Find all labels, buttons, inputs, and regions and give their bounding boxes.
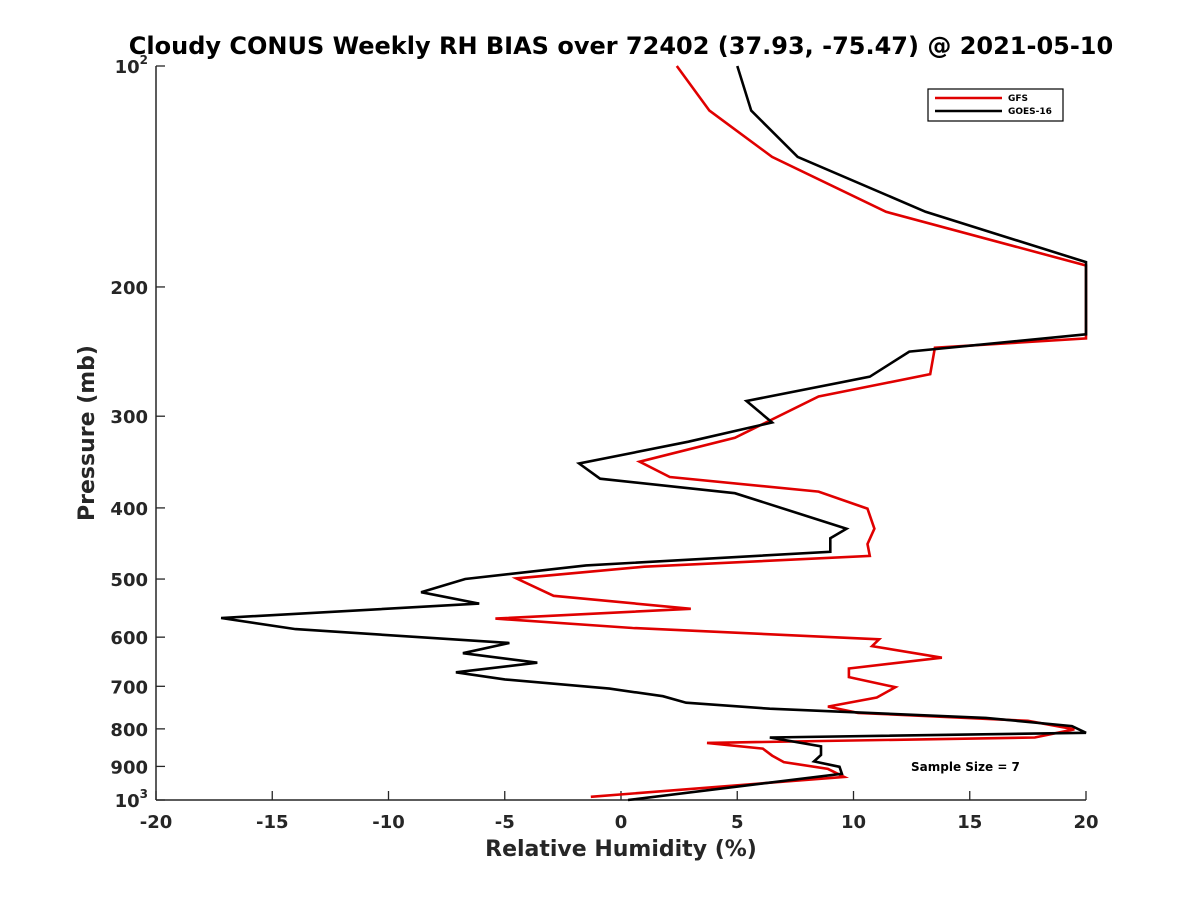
x-tick-label: 20 bbox=[1073, 812, 1098, 833]
legend-box bbox=[927, 88, 1064, 122]
x-axis: -20 -15 -10 -5 0 5 10 15 20 bbox=[140, 791, 1099, 833]
x-tick-label: 0 bbox=[615, 812, 628, 833]
series-line-goes-16 bbox=[220, 65, 1088, 802]
sample-size-annotation: Sample Size = 7 bbox=[911, 760, 1020, 774]
y-tick-label: 103 bbox=[115, 787, 148, 812]
y-tick-label: 600 bbox=[110, 628, 148, 649]
x-tick-label: -10 bbox=[372, 812, 405, 833]
x-tick-label: -20 bbox=[140, 812, 173, 833]
x-tick-label: 5 bbox=[731, 812, 744, 833]
x-axis-label: Relative Humidity (%) bbox=[485, 837, 757, 862]
y-tick-label: 500 bbox=[110, 570, 148, 591]
y-tick-label: 102 bbox=[115, 53, 148, 78]
x-tick-label: -15 bbox=[256, 812, 289, 833]
y-axis-label: Pressure (mb) bbox=[75, 345, 100, 521]
series-line-gfs bbox=[495, 65, 1088, 799]
y-tick-label: 200 bbox=[110, 278, 148, 299]
chart-title: Cloudy CONUS Weekly RH BIAS over 72402 (… bbox=[129, 32, 1113, 60]
legend: GFS GOES-16 bbox=[927, 88, 1064, 122]
x-tick-label: 10 bbox=[841, 812, 866, 833]
x-tick-label: -5 bbox=[495, 812, 515, 833]
y-tick-label: 300 bbox=[110, 407, 148, 428]
y-tick-label: 800 bbox=[110, 720, 148, 741]
legend-label: GOES-16 bbox=[1008, 107, 1052, 117]
y-tick-label: 900 bbox=[110, 757, 148, 778]
y-tick-label: 400 bbox=[110, 499, 148, 520]
series-layer bbox=[220, 65, 1088, 802]
y-tick-label: 700 bbox=[110, 677, 148, 698]
y-axis: 102 200 300 400 500 600 700 800 900 103 bbox=[110, 53, 165, 812]
x-tick-label: 15 bbox=[957, 812, 982, 833]
legend-label: GFS bbox=[1008, 94, 1028, 104]
